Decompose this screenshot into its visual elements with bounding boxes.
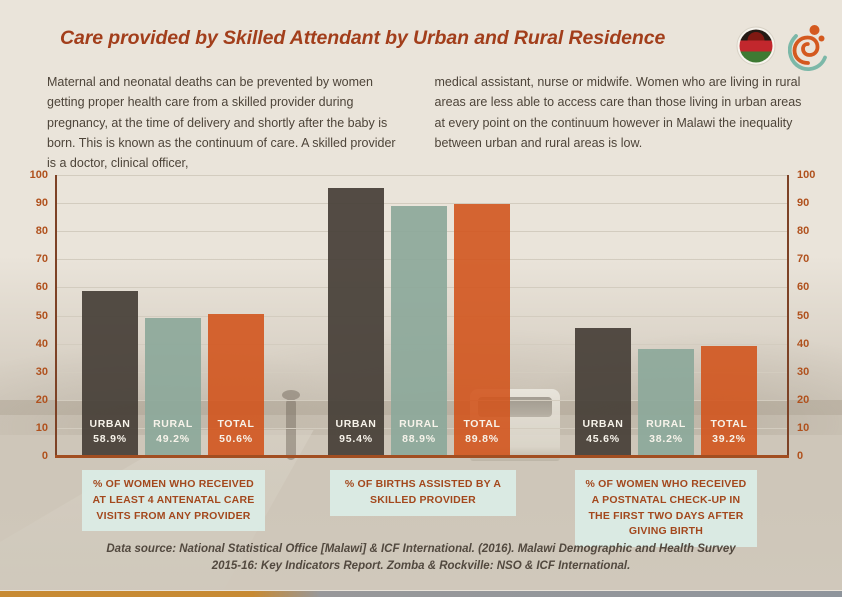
bar-series-label: RURAL (399, 418, 439, 430)
bar-value-label: 89.8% (465, 433, 499, 445)
bar-value-label: 39.2% (712, 433, 746, 445)
group-label-text: % OF WOMEN WHO RECEIVED A POSTNATAL CHEC… (585, 478, 747, 538)
bar-urban-group1: URBAN 58.9% (82, 290, 138, 456)
bar-series-label: TOTAL (463, 418, 501, 430)
y-tick-r-50: 50 (797, 309, 810, 322)
bar-series-label: URBAN (582, 418, 624, 430)
bar-rural-group2: RURAL 88.9% (391, 206, 447, 456)
bar-urban-group3: URBAN 45.6% (575, 327, 631, 456)
y-axis-line-right (787, 175, 789, 457)
y-tick-l-0: 0 (41, 450, 48, 462)
bar-series-label: URBAN (335, 418, 377, 430)
intro-right-column: medical assistant, nurse or midwife. Wom… (434, 75, 802, 150)
y-tick-l-20: 20 (35, 393, 48, 406)
y-tick-r-70: 70 (797, 253, 810, 266)
bar-series-label: RURAL (646, 418, 686, 430)
y-tick-l-80: 80 (35, 225, 48, 238)
bar-total-group2: TOTAL 89.8% (454, 203, 510, 456)
y-tick-l-70: 70 (35, 253, 48, 266)
y-tick-r-80: 80 (797, 225, 810, 238)
y-tick-r-90: 90 (797, 197, 810, 210)
group-label-text: % OF WOMEN WHO RECEIVED AT LEAST 4 ANTEN… (92, 478, 255, 522)
plot-area: URBAN 58.9% RURAL 49.2% TOTAL 50.6% URBAN 95.4%… (55, 175, 788, 456)
group-label-text: % OF BIRTHS ASSISTED BY A SKILLED PROVID… (344, 478, 502, 506)
group-label-box-3: % OF WOMEN WHO RECEIVED A POSTNATAL CHEC… (575, 470, 757, 547)
group-label-box-1: % OF WOMEN WHO RECEIVED AT LEAST 4 ANTEN… (82, 470, 265, 532)
bar-value-label: 95.4% (339, 433, 373, 445)
bar-series-label: URBAN (89, 418, 131, 430)
bar-value-label: 50.6% (219, 433, 253, 445)
page-title: Care provided by Skilled Attendant by Ur… (60, 27, 666, 49)
gridline-90 (55, 203, 788, 205)
bar-rural-group3: RURAL 38.2% (638, 348, 694, 456)
y-tick-l-10: 10 (35, 421, 48, 434)
bar-rural-group1: RURAL 49.2% (145, 317, 201, 456)
data-source-line2: 2015-16: Key Indicators Report. Zomba & … (211, 559, 631, 572)
bar-value-label: 38.2% (649, 433, 683, 445)
y-tick-l-40: 40 (35, 337, 48, 350)
data-source: Data source: National Statistical Office… (0, 541, 842, 574)
y-tick-r-20: 20 (797, 393, 810, 406)
x-axis-baseline (55, 455, 789, 458)
bar-value-label: 88.9% (402, 433, 436, 445)
y-tick-l-30: 30 (35, 365, 48, 378)
bar-series-label: TOTAL (710, 418, 748, 430)
y-tick-l-90: 90 (35, 197, 48, 210)
y-tick-r-40: 40 (797, 337, 810, 350)
bar-value-label: 49.2% (156, 433, 190, 445)
y-axis-line-left (55, 175, 57, 457)
y-tick-r-60: 60 (797, 281, 810, 294)
group-label-box-2: % OF BIRTHS ASSISTED BY A SKILLED PROVID… (330, 470, 516, 516)
y-tick-r-30: 30 (797, 365, 810, 378)
bar-series-label: RURAL (153, 418, 193, 430)
y-tick-r-0: 0 (797, 450, 804, 462)
bar-total-group3: TOTAL 39.2% (701, 345, 757, 456)
malawi-flag-icon (736, 26, 776, 66)
data-source-line1: Data source: National Statistical Office… (106, 543, 736, 555)
bar-value-label: 45.6% (586, 433, 620, 445)
y-tick-r-100: 100 (797, 169, 816, 181)
intro-text: Maternal and neonatal deaths can be prev… (47, 72, 812, 173)
gridline-100 (55, 175, 788, 176)
bar-total-group1: TOTAL 50.6% (208, 313, 264, 456)
bar-value-label: 58.9% (93, 433, 127, 445)
bar-series-label: TOTAL (217, 418, 255, 430)
y-tick-r-10: 10 (797, 421, 810, 434)
y-tick-l-60: 60 (35, 281, 48, 294)
nso-spiral-logo-icon (787, 22, 830, 72)
y-tick-l-100: 100 (29, 169, 48, 181)
intro-left-column: Maternal and neonatal deaths can be prev… (47, 75, 396, 170)
y-tick-l-50: 50 (35, 309, 48, 322)
bar-urban-group2: URBAN 95.4% (328, 187, 384, 456)
